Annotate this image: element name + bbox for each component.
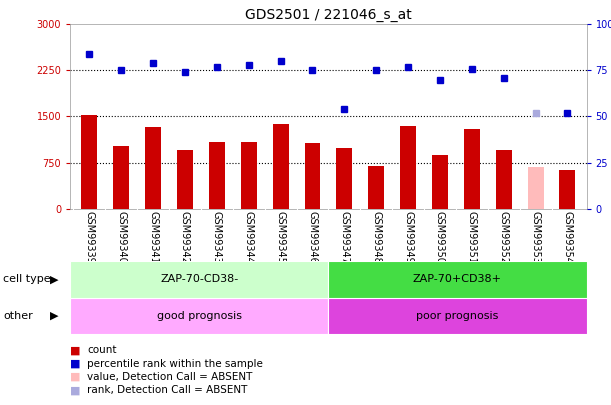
Text: GSM99347: GSM99347: [339, 211, 349, 264]
Text: GSM99341: GSM99341: [148, 211, 158, 264]
Bar: [209, 142, 225, 209]
Bar: [432, 155, 448, 209]
Bar: [496, 149, 511, 209]
Text: GSM99344: GSM99344: [244, 211, 254, 264]
Text: ■: ■: [70, 345, 81, 355]
Text: GSM99343: GSM99343: [212, 211, 222, 264]
Text: value, Detection Call = ABSENT: value, Detection Call = ABSENT: [87, 372, 253, 382]
Bar: [464, 129, 480, 209]
Bar: [70, 261, 329, 298]
Text: GSM99348: GSM99348: [371, 211, 381, 264]
Bar: [329, 261, 587, 298]
Text: GSM99352: GSM99352: [499, 211, 509, 264]
Text: GSM99342: GSM99342: [180, 211, 190, 264]
Text: other: other: [3, 311, 33, 321]
Text: poor prognosis: poor prognosis: [416, 311, 499, 321]
Bar: [528, 167, 544, 209]
Text: ■: ■: [70, 372, 81, 382]
Text: GSM99350: GSM99350: [435, 211, 445, 264]
Text: GSM99340: GSM99340: [116, 211, 126, 264]
Text: ▶: ▶: [49, 275, 58, 284]
Text: GSM99349: GSM99349: [403, 211, 413, 264]
Bar: [329, 298, 587, 334]
Text: GSM99353: GSM99353: [530, 211, 541, 264]
Text: good prognosis: good prognosis: [157, 311, 242, 321]
Bar: [145, 127, 161, 209]
Bar: [368, 166, 384, 209]
Text: cell type: cell type: [3, 275, 51, 284]
Bar: [113, 146, 129, 209]
Text: GSM99354: GSM99354: [563, 211, 573, 264]
Text: GSM99351: GSM99351: [467, 211, 477, 264]
Bar: [304, 143, 320, 209]
Bar: [560, 171, 576, 209]
Text: rank, Detection Call = ABSENT: rank, Detection Call = ABSENT: [87, 386, 247, 395]
Text: GSM99339: GSM99339: [84, 211, 94, 264]
Bar: [177, 150, 193, 209]
Text: ■: ■: [70, 386, 81, 395]
Title: GDS2501 / 221046_s_at: GDS2501 / 221046_s_at: [245, 8, 412, 22]
Bar: [400, 126, 416, 209]
Bar: [337, 148, 353, 209]
Text: ■: ■: [70, 359, 81, 369]
Text: GSM99346: GSM99346: [307, 211, 318, 264]
Bar: [81, 115, 97, 209]
Text: percentile rank within the sample: percentile rank within the sample: [87, 359, 263, 369]
Text: count: count: [87, 345, 117, 355]
Bar: [273, 124, 288, 209]
Text: GSM99345: GSM99345: [276, 211, 285, 264]
Text: ZAP-70+CD38+: ZAP-70+CD38+: [413, 275, 502, 284]
Bar: [241, 142, 257, 209]
Bar: [70, 298, 329, 334]
Text: ZAP-70-CD38-: ZAP-70-CD38-: [160, 275, 238, 284]
Text: ▶: ▶: [49, 311, 58, 321]
